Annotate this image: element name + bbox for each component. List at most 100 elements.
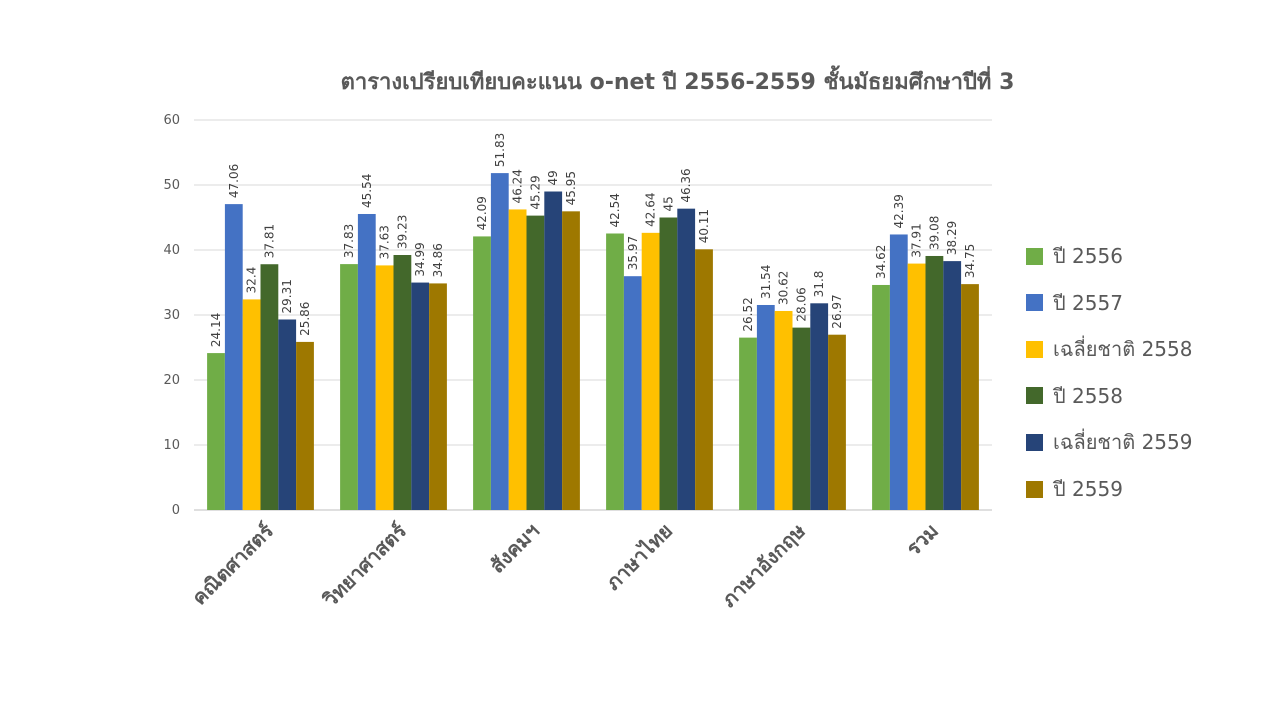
data-label: 42.09 [475,196,489,230]
bar [224,204,243,511]
data-label: 24.14 [209,313,223,347]
bar [562,211,580,510]
data-label: 34.62 [874,245,888,279]
bar [340,264,358,510]
bar [695,249,713,510]
data-label: 25.86 [298,302,312,336]
data-label: 47.06 [227,164,241,198]
data-label: 45.29 [528,175,542,209]
legend-item: ปี 2557 [1026,291,1123,315]
data-label: 40.11 [697,209,711,243]
bar [490,173,509,511]
y-tick-label: 20 [163,373,180,388]
bar [677,208,696,510]
data-label: 30.62 [777,271,791,305]
bar [623,276,642,510]
data-label: 42.54 [608,193,622,227]
bar [872,284,890,510]
bar [641,232,660,510]
y-tick-label: 10 [163,438,180,453]
x-tick-label: คณิตศาสตร์ [187,518,278,609]
data-label: 29.31 [280,279,294,313]
legend-label: เฉลี่ยชาติ 2558 [1053,337,1193,362]
bar [242,299,261,510]
data-label: 35.97 [626,236,640,270]
bar [943,261,962,510]
data-label: 51.83 [493,133,507,167]
data-label: 39.23 [395,215,409,249]
legend-swatch [1026,247,1043,265]
data-label: 34.99 [413,242,427,276]
data-label: 46.36 [679,168,693,202]
x-tick-label: รวม [901,519,943,561]
y-tick-label: 60 [163,113,180,128]
bar [659,217,678,510]
legend-label: เฉลี่ยชาติ 2559 [1053,430,1193,455]
legend-swatch [1026,340,1043,358]
legend-item: เฉลี่ยชาติ 2558 [1026,337,1192,361]
legend-label: ปี 2558 [1053,383,1123,408]
data-label: 45.95 [564,171,578,205]
data-label: 34.86 [431,243,445,277]
y-tick-label: 50 [163,178,180,193]
x-tick-label: วิทยาศาสตร์ [318,518,412,612]
legend-swatch [1026,387,1043,405]
data-label: 37.81 [262,224,276,258]
bar [375,265,394,510]
data-label: 31.54 [759,265,773,299]
bar [207,353,225,510]
x-tick-label: ภาษาไทย [601,519,677,595]
x-tick-label: สังคมฯ [485,519,544,578]
data-label: 37.91 [910,223,924,257]
bar [296,341,314,510]
data-label: 42.64 [644,192,658,226]
legend-item: ปี 2558 [1026,384,1123,408]
bar [508,209,527,510]
legend-swatch [1026,294,1043,312]
legend-item: ปี 2559 [1026,477,1123,501]
data-labels: 24.14 47.06 32.437.81 29.31 25.86 37.83 45.54 3… [209,133,977,347]
legend-item: ปี 2556 [1026,244,1123,268]
bar [606,233,624,511]
bar [544,191,563,510]
data-label: 37.63 [378,225,392,259]
bar [411,282,430,510]
data-label: 26.97 [830,294,844,328]
chart-title: ตารางเปรียบเทียบคะแนน o-net ปี 2556-2559… [340,70,1015,95]
bar [756,304,775,510]
data-label: 49 [546,170,560,185]
bars [207,173,979,511]
data-label: 28.06 [794,287,808,321]
bar [889,234,908,510]
data-label: 31.8 [812,271,826,298]
y-tick-label: 40 [163,243,180,258]
legend-label: ปี 2556 [1053,244,1123,268]
legend-swatch [1026,433,1043,451]
gridlines [194,119,992,511]
bar [260,264,279,510]
bar [792,327,811,510]
data-label: 37.83 [342,224,356,258]
bar [907,263,926,510]
bar [739,337,757,510]
bar [473,236,491,511]
data-label: 32.4 [245,267,259,294]
bar [393,255,412,510]
data-label: 34.75 [963,244,977,278]
x-axis-ticks: คณิตศาสตร์ วิทยาศาสตร์ สังคมฯ ภาษาไทย ภาษาอั… [187,518,943,612]
data-label: 45 [661,196,675,211]
data-label: 26.52 [741,297,755,331]
bar [810,303,829,510]
data-label: 46.24 [511,169,525,203]
bar [925,255,944,510]
legend-label: ปี 2559 [1053,477,1123,501]
legend-label: ปี 2557 [1053,290,1123,315]
legend-item: เฉลี่ยชาติ 2559 [1026,430,1192,454]
bar [774,310,793,510]
data-label: 38.29 [945,221,959,255]
data-label: 42.39 [892,194,906,228]
bar [961,284,979,510]
data-label: 45.54 [360,174,374,208]
y-tick-label: 30 [163,308,180,323]
